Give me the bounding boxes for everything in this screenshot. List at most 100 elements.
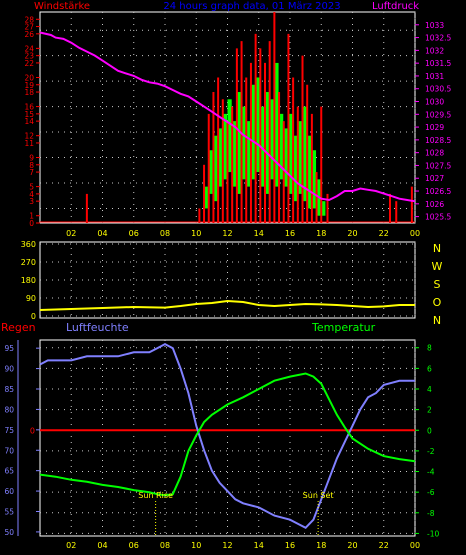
wind-series [40, 12, 415, 223]
wind-y-tick-label: 12 [24, 132, 34, 141]
gust-series [204, 62, 326, 216]
wind-pressure-grid [40, 12, 416, 223]
x-tick-label: 04 [97, 541, 107, 550]
gust-bar [293, 135, 298, 202]
gust-bar [311, 150, 317, 209]
gust-bar [213, 135, 218, 202]
humidity-y-tick-label: 75 [4, 426, 14, 435]
humidity-y-tick-label: 90 [4, 365, 14, 374]
pressure-y-tick-label: 1031.5 [425, 59, 451, 68]
direction-y-tick-label: 360 [21, 240, 36, 249]
wind-y-tick-label: 23 [24, 52, 34, 61]
pressure-y-tick-label: 1028 [425, 149, 444, 158]
sun-annotation-label: Sun Rise [138, 491, 173, 500]
sun-annotation-label: Sun Set [303, 491, 334, 500]
pressure-y-tick-label: 1027.5 [425, 161, 451, 170]
x-tick-label: 18 [316, 541, 326, 550]
pressure-y-tick-label: 1032 [425, 46, 444, 55]
humidity-axis-title: Luftfeuchte [66, 321, 129, 334]
direction-y-tick-label: 180 [21, 276, 36, 285]
x-tick-label: 10 [191, 541, 201, 550]
temperature-y-tick-label: -8 [427, 509, 435, 518]
gust-bar [222, 113, 227, 180]
wind-y-tick-label: 15 [24, 110, 34, 119]
x-tick-label: 02 [66, 541, 76, 550]
wind-y-tick-label: 4 [29, 190, 34, 199]
wind-x-tick-label: 22 [379, 229, 389, 238]
pressure-y-tick-label: 1030.5 [425, 85, 451, 94]
x-tick-label: 14 [254, 541, 264, 550]
pressure-y-tick-label: 1033 [425, 21, 444, 30]
humidity-temperature-series [39, 342, 416, 530]
x-tick-label: 00 [410, 541, 420, 550]
wind-y-tick-label: 28 [24, 15, 34, 24]
temperature-y-tick-label: -6 [427, 488, 435, 497]
direction-y-axis: 0 90 180 270 360 [21, 240, 36, 321]
humidity-y-tick-label: 70 [4, 446, 14, 455]
wind-y-tick-label: 3 [29, 197, 34, 206]
x-tick-label: 16 [285, 541, 295, 550]
x-tick-label: 20 [347, 541, 357, 550]
wind-x-tick-label: 12 [222, 229, 232, 238]
pressure-axis-title: Luftdruck [372, 1, 419, 12]
wind-direction-line [39, 299, 415, 311]
compass-label: N [433, 242, 441, 255]
x-tick-label: 06 [129, 541, 139, 550]
wind-x-tick-label: 20 [347, 229, 357, 238]
wind-x-tick-label: 14 [254, 229, 264, 238]
gust-bar [232, 121, 237, 187]
gust-bar [218, 128, 223, 187]
pressure-y-tick-label: 1031 [425, 72, 444, 81]
rain-series: 0 [30, 426, 415, 435]
compass-label: W [432, 260, 443, 273]
gust-bar [297, 121, 302, 194]
humidity-y-tick-label: 55 [4, 508, 14, 517]
gust-bar [321, 201, 326, 216]
pressure-y-tick-label: 1028.5 [425, 136, 451, 145]
wind-y-tick-label: 1 [29, 212, 34, 221]
rain-axis-title: Regen [1, 321, 36, 334]
wind-y-tick-label: 11 [24, 139, 34, 148]
pressure-y-tick-label: 1026 [425, 200, 444, 209]
temperature-y-tick-label: -4 [427, 468, 435, 477]
gust-bar [283, 128, 288, 187]
direction-y-tick-label: 90 [26, 294, 36, 303]
rain-y-tick-label: 0 [30, 426, 35, 435]
x-tick-label: 12 [222, 541, 232, 550]
wind-y-tick-label: 20 [24, 73, 34, 82]
temperature-line [39, 372, 416, 497]
humidity-line [39, 342, 415, 530]
wind-x-tick-label: 04 [97, 229, 107, 238]
wind-y-tick-label: 24 [24, 44, 34, 53]
gust-bar [307, 135, 312, 209]
pressure-y-tick-label: 1029 [425, 123, 444, 132]
pressure-line [39, 31, 416, 203]
gust-bar [246, 121, 251, 187]
wind-x-tick-label: 02 [66, 229, 76, 238]
temperature-y-tick-label: -10 [427, 529, 439, 538]
wind-y-tick-label: 19 [24, 81, 34, 90]
wind-x-tick-label: 00 [410, 229, 420, 238]
humidity-y-tick-label: 80 [4, 405, 14, 414]
humidity-y-tick-label: 50 [4, 528, 14, 537]
pressure-y-axis: 1025.5 1026 1026.5 1027 1027.5 1028 1028.5 1029… [415, 21, 451, 222]
x-tick-label: 22 [379, 541, 389, 550]
sun-annotations: Sun Rise Sun Set [138, 491, 334, 536]
wind-axis-title: Windstärke [34, 1, 90, 12]
wind-x-tick-label: 08 [160, 229, 170, 238]
wind-y-tick-label: 22 [24, 59, 34, 68]
wind-x-tick-label: 18 [316, 229, 326, 238]
pressure-y-tick-label: 1029.5 [425, 110, 451, 119]
compass-label: O [433, 296, 442, 309]
wind-y-tick-label: 5 [29, 183, 34, 192]
wind-y-tick-label: 14 [24, 117, 34, 126]
wind-direction-grid [40, 242, 416, 318]
wind-y-tick-label: 8 [29, 161, 34, 170]
pressure-y-tick-label: 1030 [425, 98, 444, 107]
pressure-y-tick-label: 1026.5 [425, 187, 451, 196]
wind-y-tick-label: 7 [29, 168, 34, 177]
gust-bar [250, 84, 256, 180]
